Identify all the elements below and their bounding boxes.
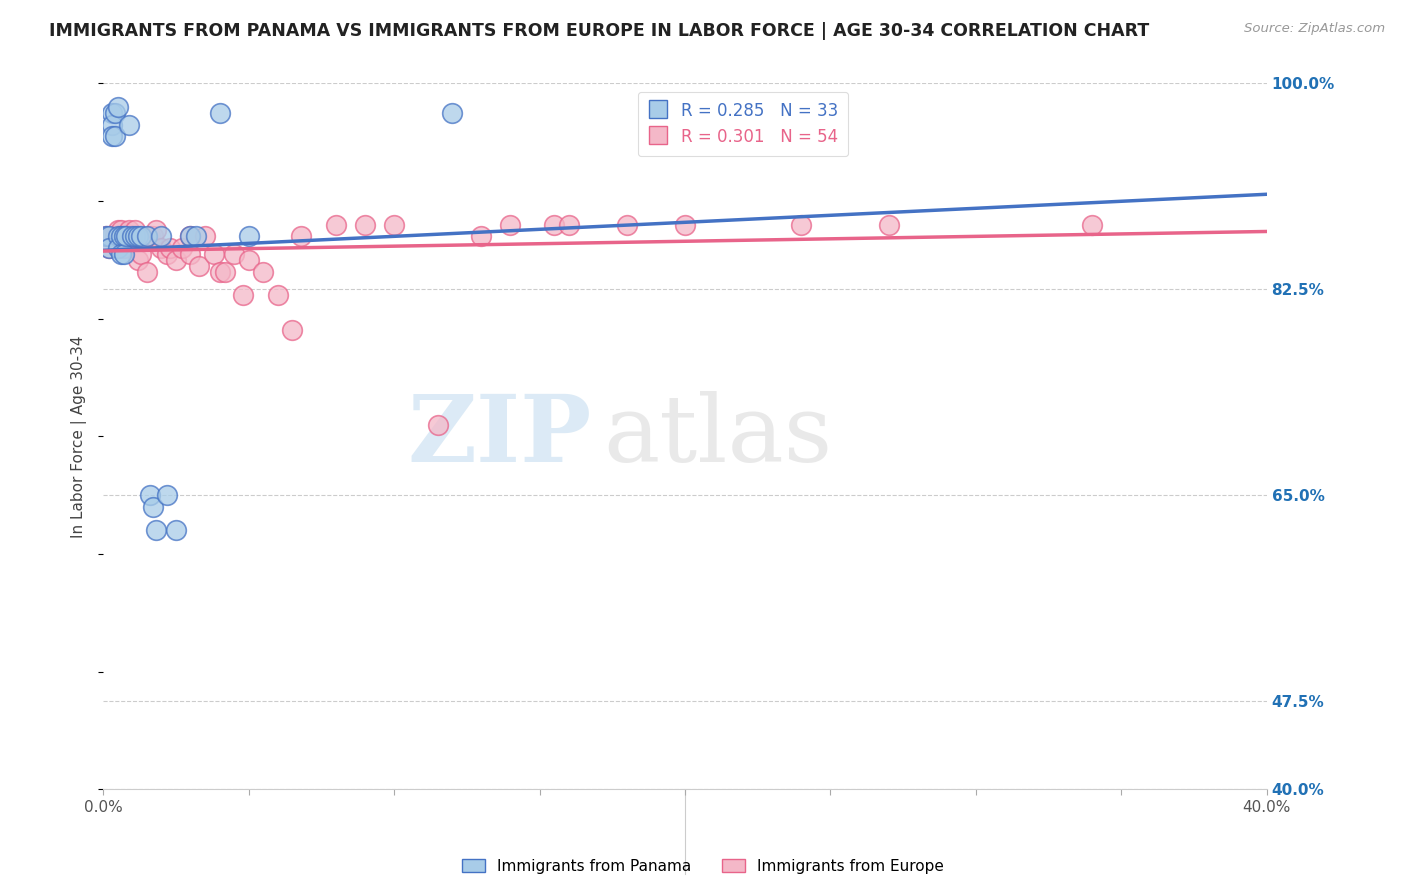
Point xyxy=(127,252,149,267)
Point xyxy=(354,218,377,232)
Point xyxy=(673,218,696,232)
Point xyxy=(616,218,638,232)
Point xyxy=(150,241,173,255)
Point xyxy=(121,229,143,244)
Point xyxy=(1081,218,1104,232)
Point xyxy=(252,265,274,279)
Point xyxy=(118,118,141,132)
Point xyxy=(142,500,165,514)
Point xyxy=(129,229,152,244)
Point xyxy=(214,265,236,279)
Point xyxy=(124,223,146,237)
Point xyxy=(104,229,127,244)
Point xyxy=(112,247,135,261)
Point xyxy=(110,223,132,237)
Point xyxy=(94,229,117,244)
Point xyxy=(208,106,231,120)
Point xyxy=(499,218,522,232)
Point xyxy=(790,218,813,232)
Point xyxy=(107,100,129,114)
Point xyxy=(110,229,132,244)
Point xyxy=(194,229,217,244)
Point xyxy=(101,118,124,132)
Legend: Immigrants from Panama, Immigrants from Europe: Immigrants from Panama, Immigrants from … xyxy=(456,853,950,880)
Point xyxy=(98,229,121,244)
Point xyxy=(135,229,157,244)
Point xyxy=(142,229,165,244)
Point xyxy=(159,241,181,255)
Point xyxy=(135,265,157,279)
Point xyxy=(281,323,304,337)
Point xyxy=(112,241,135,255)
Point xyxy=(238,229,260,244)
Point xyxy=(115,229,138,244)
Legend: R = 0.285   N = 33, R = 0.301   N = 54: R = 0.285 N = 33, R = 0.301 N = 54 xyxy=(638,92,848,156)
Point xyxy=(156,488,179,502)
Point xyxy=(382,218,405,232)
Point xyxy=(115,229,138,244)
Point xyxy=(139,229,162,244)
Point xyxy=(325,218,347,232)
Point xyxy=(118,223,141,237)
Point xyxy=(145,223,167,237)
Point xyxy=(441,106,464,120)
Point xyxy=(267,288,290,302)
Point xyxy=(94,229,117,244)
Point xyxy=(188,259,211,273)
Point xyxy=(129,247,152,261)
Point xyxy=(145,524,167,538)
Point xyxy=(470,229,492,244)
Point xyxy=(127,229,149,244)
Point xyxy=(112,229,135,244)
Point xyxy=(222,247,245,261)
Point xyxy=(232,288,254,302)
Point xyxy=(877,218,900,232)
Point xyxy=(165,252,187,267)
Point xyxy=(543,218,565,232)
Point xyxy=(124,229,146,244)
Y-axis label: In Labor Force | Age 30-34: In Labor Force | Age 30-34 xyxy=(72,335,87,538)
Point xyxy=(179,229,201,244)
Point xyxy=(98,241,121,255)
Text: Source: ZipAtlas.com: Source: ZipAtlas.com xyxy=(1244,22,1385,36)
Point xyxy=(179,229,201,244)
Point xyxy=(101,106,124,120)
Point xyxy=(150,229,173,244)
Point xyxy=(121,229,143,244)
Text: atlas: atlas xyxy=(603,392,832,482)
Point xyxy=(101,129,124,144)
Point xyxy=(101,229,124,244)
Point xyxy=(202,247,225,261)
Point xyxy=(98,241,121,255)
Point xyxy=(557,218,579,232)
Point xyxy=(186,229,208,244)
Point xyxy=(115,235,138,250)
Point xyxy=(156,247,179,261)
Text: ZIP: ZIP xyxy=(408,392,592,482)
Point xyxy=(208,265,231,279)
Point xyxy=(107,235,129,250)
Point xyxy=(139,488,162,502)
Point xyxy=(238,252,260,267)
Point xyxy=(426,417,449,432)
Point xyxy=(165,524,187,538)
Point xyxy=(107,241,129,255)
Point xyxy=(104,106,127,120)
Point xyxy=(110,229,132,244)
Text: IMMIGRANTS FROM PANAMA VS IMMIGRANTS FROM EUROPE IN LABOR FORCE | AGE 30-34 CORR: IMMIGRANTS FROM PANAMA VS IMMIGRANTS FRO… xyxy=(49,22,1150,40)
Point xyxy=(101,229,124,244)
Point xyxy=(290,229,312,244)
Point xyxy=(112,229,135,244)
Point xyxy=(107,223,129,237)
Point xyxy=(104,129,127,144)
Point xyxy=(170,241,193,255)
Point xyxy=(107,229,129,244)
Point xyxy=(179,247,201,261)
Point xyxy=(110,247,132,261)
